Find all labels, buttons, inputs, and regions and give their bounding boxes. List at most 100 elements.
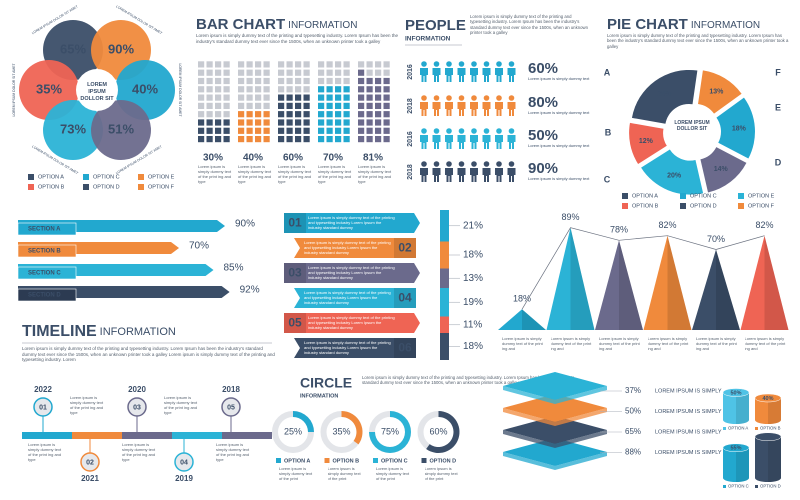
waffle-cell [366,119,373,126]
person-body [470,68,478,82]
stacked-segment [440,288,449,317]
label: 19% [463,297,483,308]
paragraph: LOREM IPSUM DOLLOR SIT [674,120,710,133]
waffle-cell [278,102,285,109]
legend-swatch [723,485,726,488]
waffle-cell-empty [215,94,222,101]
text-box: Lorem ipsum is simply dummy text of the … [550,336,592,351]
waffle-cell [215,127,222,134]
person-head [471,95,477,101]
person-body [482,168,491,182]
person-head [496,95,502,101]
paragraph: Lorem ipsum is simply dummy text of the … [647,336,689,351]
triangle [740,235,789,330]
layer-side [503,452,607,470]
waffle-cell-empty [286,69,293,76]
waffle-cell-empty [223,94,230,101]
label: 2018 [222,385,240,394]
waffle-cell-empty [206,77,213,85]
legend-swatch [28,174,34,180]
waffle-cell [238,111,245,118]
label: LOREM IPSUM IS SIMPLY [655,450,722,456]
person-head [508,95,515,101]
person-body [457,168,466,182]
text-box: Lorem ipsum is simply dummy text of the … [196,33,398,44]
paragraph: Lorem ipsum is simply dummy text of the … [122,442,156,462]
legend-swatch [138,184,144,190]
waffle-cell-empty [215,86,222,93]
label: 01 [39,404,47,411]
person-head [446,95,452,101]
timeline-node [221,397,241,417]
waffle-cell [335,111,342,118]
label: 90% [108,41,134,56]
label: 60% [528,60,558,77]
paragraph: Lorem ipsum is simply dummy text of the … [550,336,592,351]
paragraph: Lorem ipsum is simply dummy text of the … [696,336,737,351]
label: SECTION C [28,271,61,277]
text-box: Lorem ipsum is simply dummy text of the … [607,33,788,49]
waffle-cell-empty [383,69,390,76]
triangle-shade [619,240,643,330]
label: OPTION D [430,458,457,464]
pie-slice [700,147,747,193]
label: Lorem ipsum is simply dummy text [528,110,590,115]
waffle-cell [238,136,245,143]
person-head [421,61,427,67]
waffle-cell [326,119,333,126]
waffle-cell-empty [343,69,350,76]
waffle-cell [366,94,373,101]
waffle-cell [295,94,302,101]
waffle-cell-empty [318,69,325,76]
label: 85% [224,263,244,274]
section-tag [17,288,77,302]
waffle-cell [375,127,382,134]
waffle-cell-empty [206,111,213,118]
waffle-cell-empty [278,61,285,68]
section-title: TIMELINE INFORMATION [22,323,176,340]
label: OPTION B [760,426,781,431]
person-head [458,95,465,101]
waffle-cell [358,127,365,134]
waffle-cell-empty [303,86,310,93]
waffle-cell [358,102,365,109]
waffle-cell [383,86,390,93]
label: Lorem ipsum is simply dummy text [528,143,590,148]
label: 50% [625,407,641,416]
person-body [445,68,453,82]
label: 78% [610,225,628,235]
waffle-cell [366,102,373,109]
paragraph: Lorem ipsum is simply dummy text of the … [376,466,410,481]
waffle-cell-empty [335,69,342,76]
paragraph: Lorem ipsum is simply dummy text of the … [28,442,62,462]
legend-swatch [680,193,686,199]
label: 2019 [175,474,193,483]
person-head [433,128,440,134]
label: 75% [762,435,773,441]
waffle-cell [303,127,310,134]
label: 06 [398,341,412,355]
waffle-cell-empty [198,86,205,93]
waffle-cell [303,94,310,101]
waffle-cell-empty [263,77,270,85]
person-body [495,68,503,82]
person-body [482,102,491,116]
label: 20% [667,172,682,179]
label: OPTION A [284,458,310,464]
person-head [483,161,490,167]
step-ribbon [294,338,416,358]
waffle-cell-empty [286,77,293,85]
label: 2016 [407,64,414,80]
waffle-cell-empty [238,69,245,76]
waffle-cell-empty [215,61,222,68]
stacked-segment [440,268,449,288]
paragraph: Lorem ipsum is simply dummy text of the … [599,336,640,351]
triangle [692,249,740,330]
waffle-cell [255,127,262,134]
label: 25% [657,91,672,98]
label: 03 [133,404,141,411]
label: 82% [755,220,773,230]
waffle-cell [358,69,365,76]
pie-slice [641,149,704,195]
section-tag [17,222,77,236]
